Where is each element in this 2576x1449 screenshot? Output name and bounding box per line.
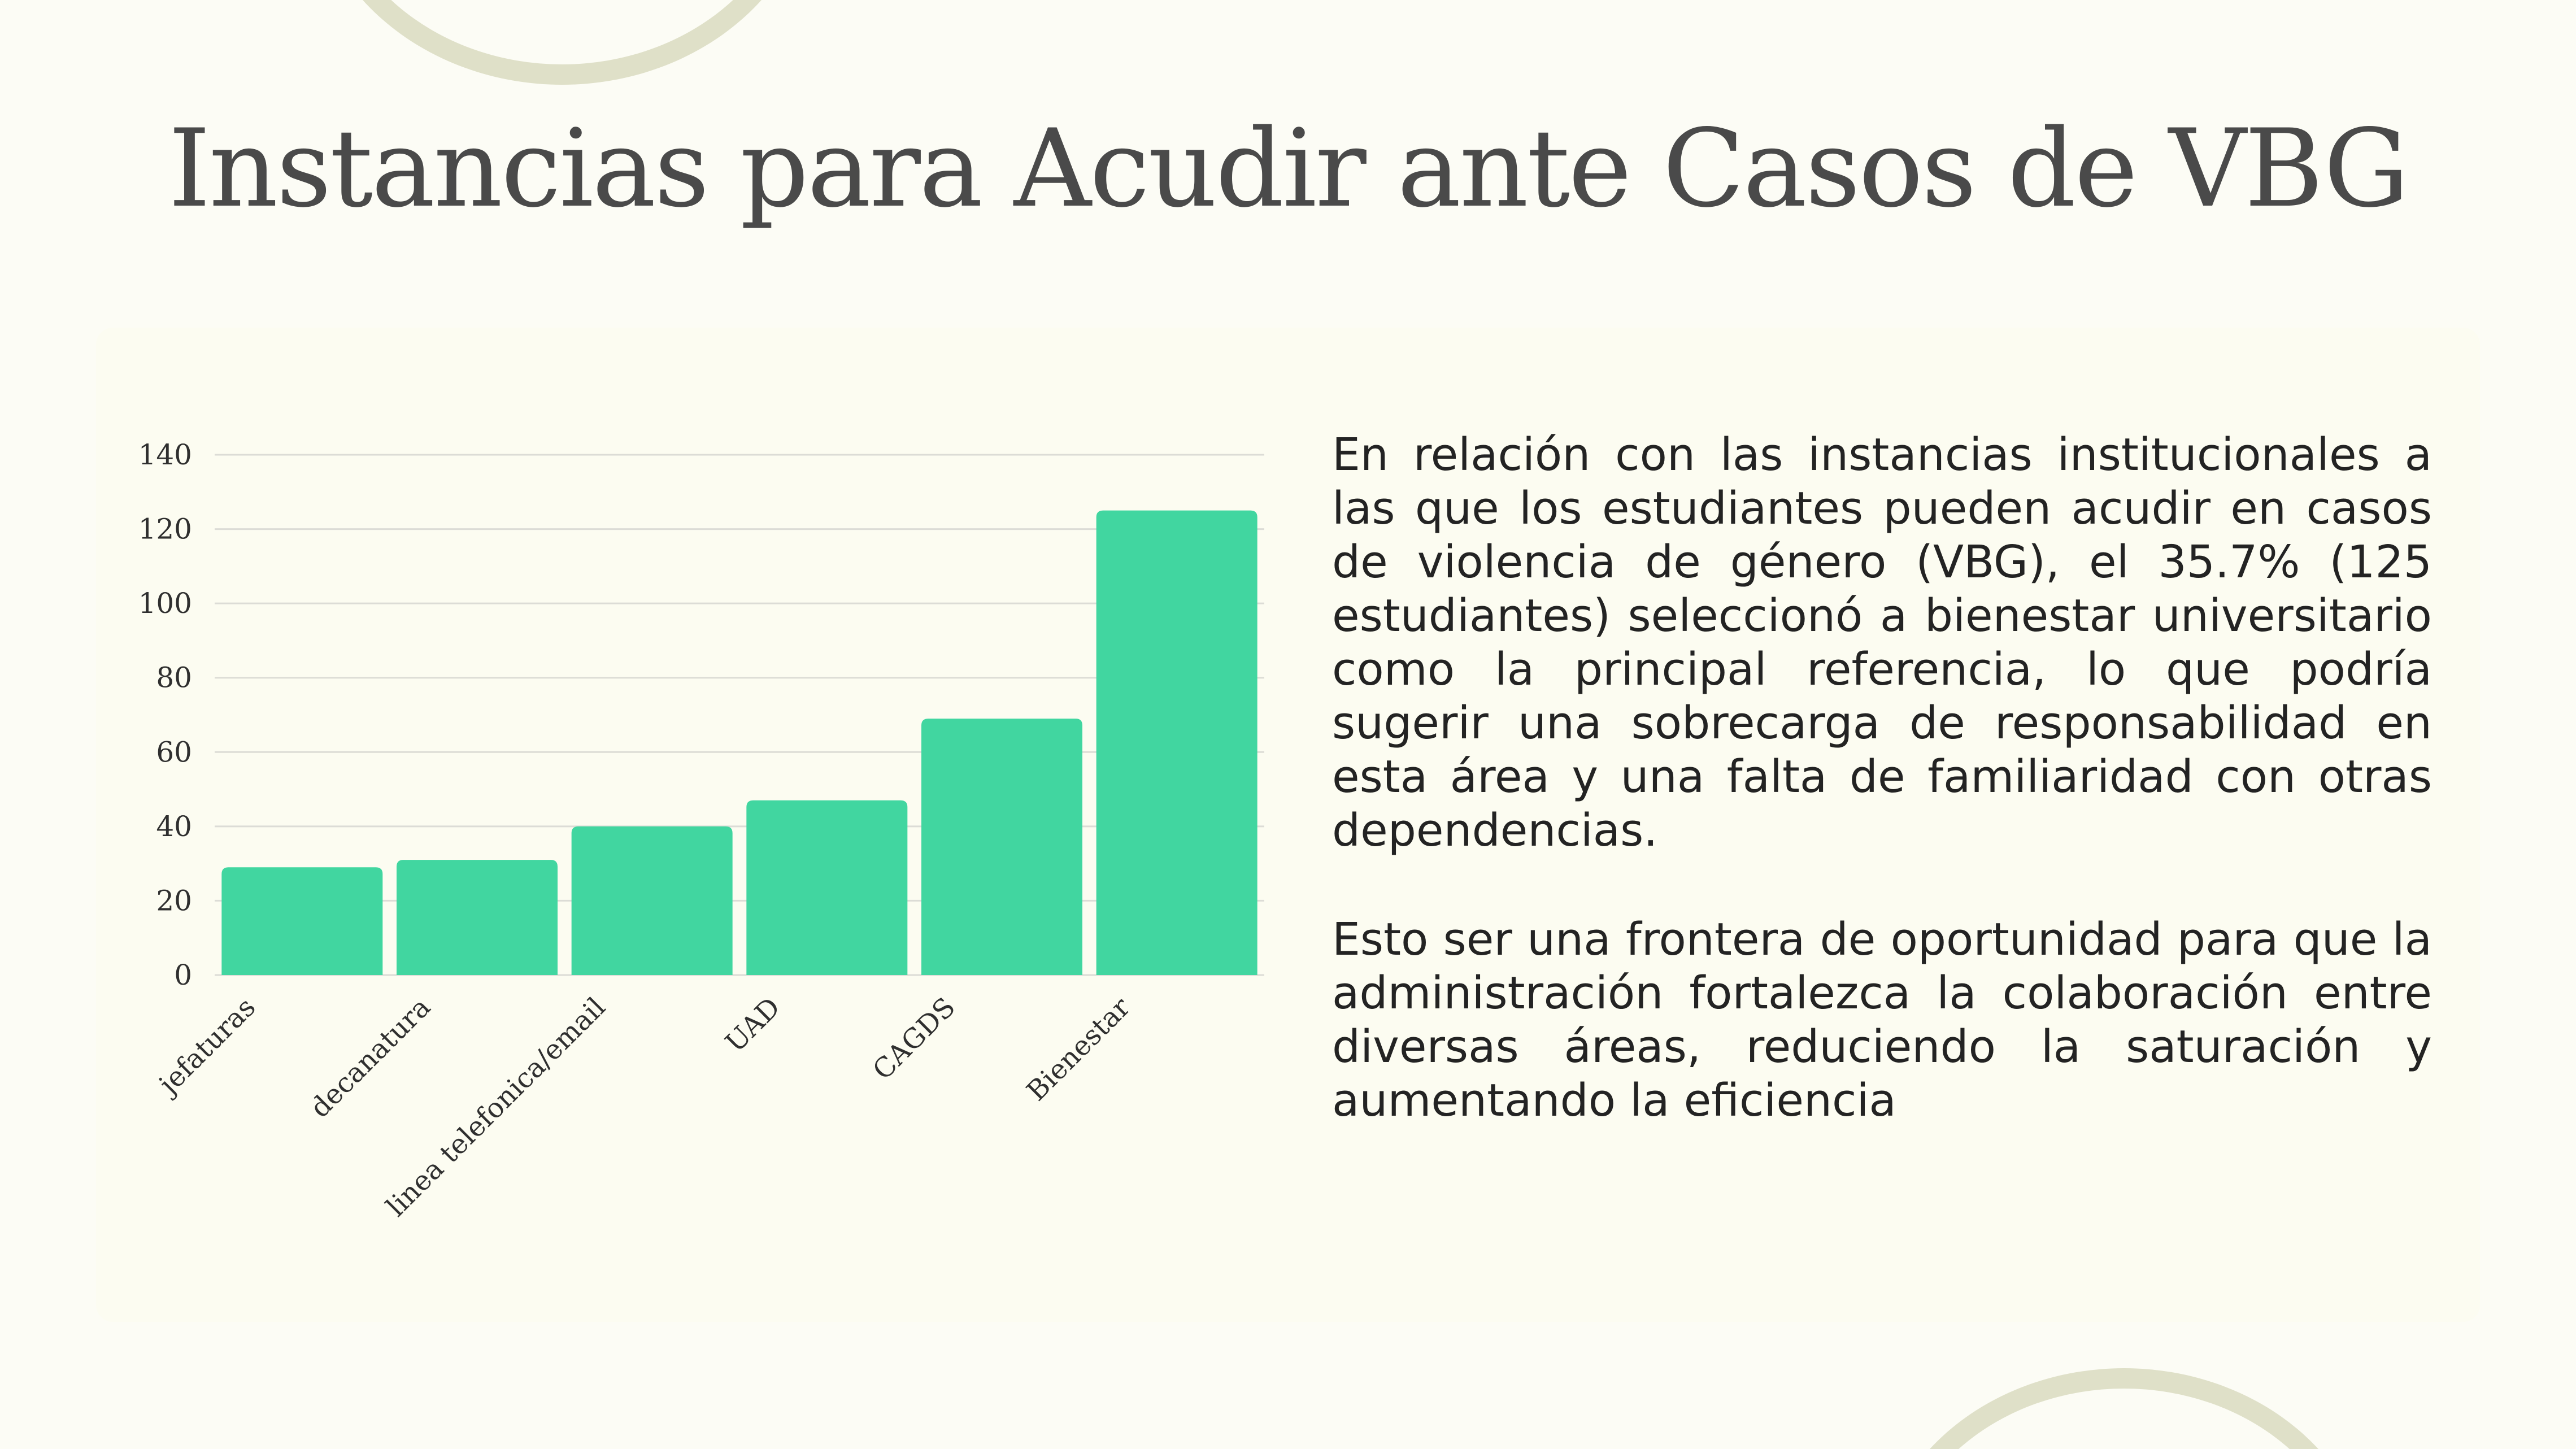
bar-uad [746, 800, 908, 975]
y-tick-label: 0 [174, 959, 192, 991]
y-tick-label: 20 [156, 884, 192, 917]
decorative-ring-bottom [1876, 1368, 2373, 1449]
x-tick-label: jefaturas [151, 991, 262, 1102]
content-card [96, 328, 2480, 1322]
x-tick-label: decanatura [304, 991, 437, 1124]
bar-cagds [921, 719, 1082, 975]
page-title: Instancias para Acudir ante Casos de VBG [168, 106, 2409, 231]
bar-decanatura [397, 860, 558, 975]
y-tick-label: 60 [156, 736, 192, 768]
bar-linea-telefonica-email [571, 826, 733, 975]
x-tick-label: UAD [719, 991, 786, 1059]
x-tick-label: CAGDS [867, 991, 961, 1086]
x-tick-label: Bienestar [1021, 991, 1137, 1107]
paragraph-opportunity: Esto ser una frontera de oportunidad par… [1332, 913, 2432, 1126]
y-tick-label: 100 [138, 587, 192, 620]
y-tick-label: 40 [156, 810, 192, 843]
y-tick-label: 140 [138, 438, 192, 471]
y-tick-label: 120 [138, 513, 192, 546]
bar-bienestar [1096, 510, 1257, 975]
y-tick-label: 80 [156, 662, 192, 694]
bar-jefaturas [221, 867, 383, 975]
paragraph-analysis: En relación con las instancias instituci… [1332, 429, 2432, 856]
